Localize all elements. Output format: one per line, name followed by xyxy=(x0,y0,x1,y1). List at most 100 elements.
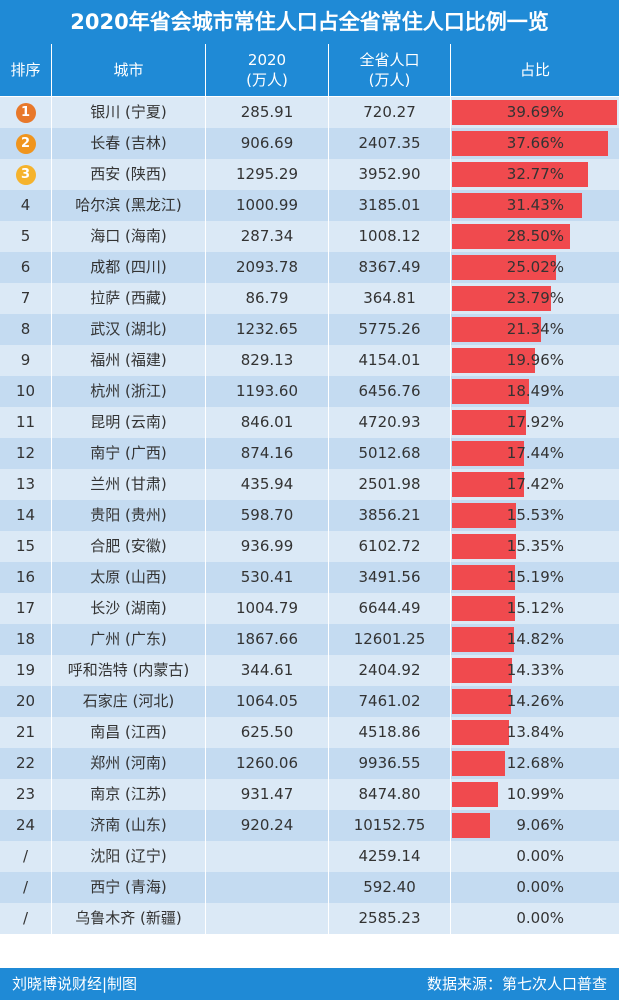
city-cell: 兰州 (甘肃) xyxy=(52,469,206,500)
share-label: 25.02% xyxy=(506,258,564,276)
share-bar xyxy=(452,627,514,652)
share-label: 15.19% xyxy=(506,568,564,586)
header-province-line1: 全省人口 xyxy=(359,51,420,69)
province-pop-cell: 2404.92 xyxy=(329,655,451,686)
rank-cell: 7 xyxy=(0,283,52,314)
city-cell: 长沙 (湖南) xyxy=(52,593,206,624)
city-cell: 太原 (山西) xyxy=(52,562,206,593)
pop2020-cell: 846.01 xyxy=(206,407,329,438)
table-row: 7 拉萨 (西藏) 86.79 364.81 23.79% xyxy=(0,283,619,314)
city-cell: 南京 (江苏) xyxy=(52,779,206,810)
rank-cell: 16 xyxy=(0,562,52,593)
header-pop2020: 2020 (万人) xyxy=(206,44,329,96)
province-pop-cell: 2501.98 xyxy=(329,469,451,500)
table-row: 14 贵阳 (贵州) 598.70 3856.21 15.53% xyxy=(0,500,619,531)
share-bar xyxy=(452,534,516,559)
table-row: 10 杭州 (浙江) 1193.60 6456.76 18.49% xyxy=(0,376,619,407)
rank-cell: 17 xyxy=(0,593,52,624)
pop2020-cell xyxy=(206,903,329,934)
share-label: 10.99% xyxy=(506,785,564,803)
table-row: / 乌鲁木齐 (新疆) 2585.23 0.00% xyxy=(0,903,619,934)
province-pop-cell: 5775.26 xyxy=(329,314,451,345)
share-label: 15.53% xyxy=(506,506,564,524)
city-cell: 石家庄 (河北) xyxy=(52,686,206,717)
pop2020-cell: 1064.05 xyxy=(206,686,329,717)
pop2020-cell: 1004.79 xyxy=(206,593,329,624)
pop2020-cell: 530.41 xyxy=(206,562,329,593)
share-bar xyxy=(452,565,515,590)
share-label: 23.79% xyxy=(506,289,564,307)
province-pop-cell: 9936.55 xyxy=(329,748,451,779)
province-pop-cell: 10152.75 xyxy=(329,810,451,841)
share-label: 14.33% xyxy=(506,661,564,679)
rank-cell: 24 xyxy=(0,810,52,841)
table-row: 15 合肥 (安徽) 936.99 6102.72 15.35% xyxy=(0,531,619,562)
page-title: 2020年省会城市常住人口占全省常住人口比例一览 xyxy=(0,0,619,44)
city-cell: 武汉 (湖北) xyxy=(52,314,206,345)
table-row: 20 石家庄 (河北) 1064.05 7461.02 14.26% xyxy=(0,686,619,717)
table-row: 16 太原 (山西) 530.41 3491.56 15.19% xyxy=(0,562,619,593)
city-cell: 乌鲁木齐 (新疆) xyxy=(52,903,206,934)
footer-source: 数据来源：第七次人口普查 xyxy=(426,975,607,993)
city-cell: 成都 (四川) xyxy=(52,252,206,283)
province-pop-cell: 4720.93 xyxy=(329,407,451,438)
table-row: 21 南昌 (江西) 625.50 4518.86 13.84% xyxy=(0,717,619,748)
province-pop-cell: 6644.49 xyxy=(329,593,451,624)
header-pop2020-line1: 2020 xyxy=(247,51,287,69)
share-bar xyxy=(452,813,490,838)
province-pop-cell: 8474.80 xyxy=(329,779,451,810)
share-label: 12.68% xyxy=(506,754,564,772)
footer: 刘晓博说财经|制图 数据来源：第七次人口普查 xyxy=(0,968,619,1000)
share-label: 18.49% xyxy=(506,382,564,400)
rank-cell: / xyxy=(0,872,52,903)
rank-cell: 3 xyxy=(0,159,52,190)
share-label: 17.92% xyxy=(506,413,564,431)
rank-medal-icon: 2 xyxy=(15,133,36,154)
share-bar xyxy=(452,286,551,311)
city-cell: 广州 (广东) xyxy=(52,624,206,655)
province-pop-cell: 4518.86 xyxy=(329,717,451,748)
share-bar xyxy=(452,689,512,714)
rank-cell: 20 xyxy=(0,686,52,717)
rank-cell: 5 xyxy=(0,221,52,252)
share-bar xyxy=(452,224,571,249)
table-row: 4 哈尔滨 (黑龙江) 1000.99 3185.01 31.43% xyxy=(0,190,619,221)
city-cell: 海口 (海南) xyxy=(52,221,206,252)
share-bar xyxy=(452,193,583,218)
share-label: 17.42% xyxy=(506,475,564,493)
table-row: 12 南宁 (广西) 874.16 5012.68 17.44% xyxy=(0,438,619,469)
rank-cell: 13 xyxy=(0,469,52,500)
rank-cell: 6 xyxy=(0,252,52,283)
share-label: 37.66% xyxy=(506,134,564,152)
pop2020-cell: 2093.78 xyxy=(206,252,329,283)
rank-cell: 19 xyxy=(0,655,52,686)
rank-cell: 23 xyxy=(0,779,52,810)
header-province: 全省人口 (万人) xyxy=(329,44,451,96)
pop2020-cell: 874.16 xyxy=(206,438,329,469)
city-cell: 长春 (吉林) xyxy=(52,128,206,159)
table-row: / 西宁 (青海) 592.40 0.00% xyxy=(0,872,619,903)
share-label: 39.69% xyxy=(506,103,564,121)
share-label: 21.34% xyxy=(506,320,564,338)
table-row: / 沈阳 (辽宁) 4259.14 0.00% xyxy=(0,841,619,872)
share-bar xyxy=(452,162,588,187)
table-row: 13 兰州 (甘肃) 435.94 2501.98 17.42% xyxy=(0,469,619,500)
share-bar xyxy=(452,720,510,745)
rank-cell: 15 xyxy=(0,531,52,562)
pop2020-cell: 1232.65 xyxy=(206,314,329,345)
province-pop-cell: 720.27 xyxy=(329,97,451,128)
city-cell: 呼和浩特 (内蒙古) xyxy=(52,655,206,686)
share-bar xyxy=(452,317,541,342)
share-label: 14.82% xyxy=(506,630,564,648)
province-pop-cell: 5012.68 xyxy=(329,438,451,469)
share-label: 32.77% xyxy=(506,165,564,183)
pop2020-cell: 1000.99 xyxy=(206,190,329,221)
pop2020-cell: 931.47 xyxy=(206,779,329,810)
pop2020-cell: 344.61 xyxy=(206,655,329,686)
city-cell: 南昌 (江西) xyxy=(52,717,206,748)
pop2020-cell xyxy=(206,841,329,872)
table-row: 22 郑州 (河南) 1260.06 9936.55 12.68% xyxy=(0,748,619,779)
city-cell: 贵阳 (贵州) xyxy=(52,500,206,531)
city-cell: 济南 (山东) xyxy=(52,810,206,841)
share-bar xyxy=(452,379,529,404)
